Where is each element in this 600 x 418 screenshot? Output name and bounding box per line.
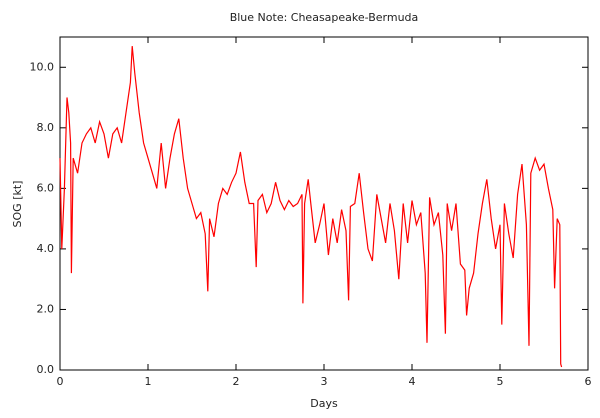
x-tick-label: 6 bbox=[585, 375, 592, 388]
x-tick-label: 3 bbox=[321, 375, 328, 388]
x-tick-label: 2 bbox=[233, 375, 240, 388]
y-tick-label: 8.0 bbox=[37, 121, 55, 134]
data-line bbox=[59, 46, 563, 368]
y-tick-label: 4.0 bbox=[37, 242, 55, 255]
y-tick-label: 6.0 bbox=[37, 181, 55, 194]
y-tick-label: 10.0 bbox=[30, 60, 55, 73]
x-tick-label: 0 bbox=[57, 375, 64, 388]
x-tick-label: 4 bbox=[409, 375, 416, 388]
x-tick-label: 1 bbox=[145, 375, 152, 388]
y-tick-label: 2.0 bbox=[37, 302, 55, 315]
x-axis-label: Days bbox=[310, 397, 338, 410]
y-tick-label: 0.0 bbox=[37, 363, 55, 376]
chart-title: Blue Note: Cheasapeake-Bermuda bbox=[230, 11, 419, 24]
y-axis-label: SOG [kt] bbox=[11, 181, 24, 228]
x-tick-label: 5 bbox=[497, 375, 504, 388]
